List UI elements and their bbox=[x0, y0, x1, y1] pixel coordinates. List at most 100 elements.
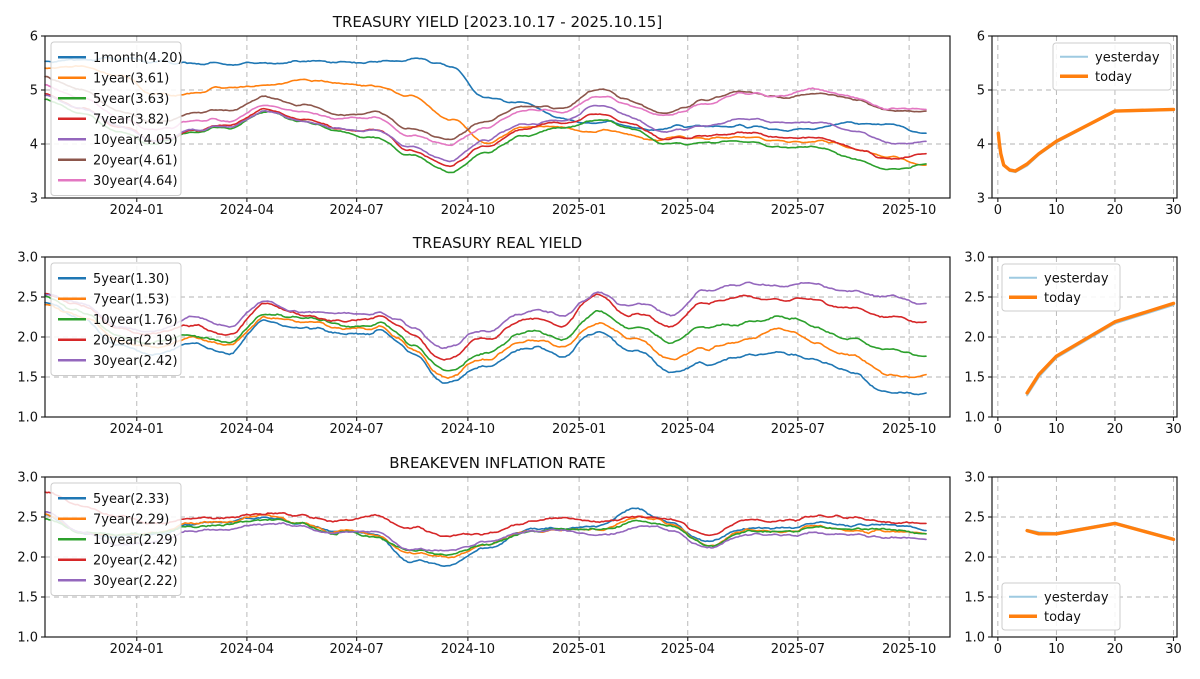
x-tick-label: 2025-01 bbox=[552, 203, 606, 218]
legend-label: yesterday bbox=[1044, 590, 1109, 605]
chart-title: TREASURY YIELD [2023.10.17 - 2025.10.15] bbox=[332, 13, 662, 31]
x-tick-label: 2024-04 bbox=[220, 642, 274, 657]
y-tick-label: 1.5 bbox=[17, 371, 38, 386]
real-yield-curve-side-panel: 0 10 20 30 1.0 1.5 2.0 2.5 3.0 yesterday today bbox=[964, 251, 1181, 438]
curve-line-yesterday bbox=[1026, 304, 1175, 397]
x-tick-label: 30 bbox=[1165, 422, 1182, 437]
y-tick-label: 1.0 bbox=[964, 631, 985, 646]
legend-box bbox=[1052, 42, 1172, 91]
series-line-10year405 bbox=[44, 94, 927, 163]
y-tick-label: 2.0 bbox=[964, 551, 985, 566]
axes-frame bbox=[44, 35, 951, 199]
x-tick-label: 0 bbox=[994, 203, 1002, 218]
legend-label: 7year(3.82) bbox=[93, 112, 169, 127]
series-line-7year382 bbox=[44, 93, 927, 168]
x-tick-label: 2024-01 bbox=[110, 203, 164, 218]
y-tick-label: 1.0 bbox=[17, 631, 38, 646]
x-tick-label: 20 bbox=[1107, 642, 1124, 657]
legend-label: 7year(1.53) bbox=[93, 292, 169, 307]
legend-label: 5year(1.30) bbox=[93, 272, 169, 287]
series-line-20year219 bbox=[44, 292, 927, 361]
series-line-7year153 bbox=[44, 303, 927, 379]
legend-label: 10year(4.05) bbox=[93, 133, 178, 148]
curve-line-yesterday bbox=[997, 108, 1175, 174]
legend: 5year(2.33) 7year(2.29) 10year(2.29) 20year… bbox=[50, 482, 182, 596]
x-tick-label: 10 bbox=[1048, 422, 1065, 437]
y-tick-label: 6 bbox=[977, 30, 985, 45]
legend-label: 10year(2.29) bbox=[93, 533, 178, 548]
x-tick-label: 2025-10 bbox=[882, 642, 936, 657]
curve-line-today bbox=[1025, 521, 1176, 542]
y-tick-label: 1.0 bbox=[17, 411, 38, 426]
legend-label: 30year(2.42) bbox=[93, 354, 178, 369]
legend-box bbox=[1001, 263, 1121, 312]
x-tick-label: 30 bbox=[1165, 642, 1182, 657]
legend: 1month(4.20) 1year(3.61) 5year(3.63) 7year(… bbox=[50, 41, 183, 196]
y-tick-label: 3.0 bbox=[17, 251, 38, 266]
legend-label: 5year(2.33) bbox=[93, 492, 169, 507]
y-tick-label: 1.5 bbox=[964, 591, 985, 606]
series-line-1year361 bbox=[44, 65, 927, 167]
series-line-30year242 bbox=[44, 281, 927, 350]
y-tick-label: 2.5 bbox=[17, 291, 38, 306]
legend-box bbox=[50, 262, 182, 376]
x-tick-label: 10 bbox=[1048, 203, 1065, 218]
legend-label: 7year(2.29) bbox=[93, 512, 169, 527]
x-tick-label: 2024-07 bbox=[329, 203, 383, 218]
y-tick-label: 2.5 bbox=[17, 511, 38, 526]
legend-label: 10year(1.76) bbox=[93, 313, 178, 328]
y-tick-label: 3.0 bbox=[17, 471, 38, 486]
x-tick-label: 2024-10 bbox=[441, 203, 495, 218]
treasury-real-yield-main-panel: 2024-01 2024-04 2024-07 2024-10 2025-01 2025-… bbox=[17, 234, 951, 437]
series-line-10year176 bbox=[44, 294, 927, 372]
y-tick-label: 1.0 bbox=[964, 411, 985, 426]
x-tick-label: 2024-07 bbox=[329, 422, 383, 437]
breakeven-curve-side-panel: 0 10 20 30 1.0 1.5 2.0 2.5 3.0 yesterday today bbox=[964, 471, 1181, 658]
x-tick-label: 2025-04 bbox=[661, 642, 715, 657]
curve-line-today bbox=[996, 107, 1176, 173]
x-tick-label: 2025-10 bbox=[882, 203, 936, 218]
legend: 5year(1.30) 7year(1.53) 10year(1.76) 20year… bbox=[50, 262, 182, 376]
series-line-10year229 bbox=[44, 517, 927, 557]
legend-label: today bbox=[1044, 291, 1081, 306]
legend-box bbox=[1001, 582, 1121, 631]
legend-box bbox=[50, 482, 182, 596]
yield-curve-side-panel: 0 10 20 30 3 4 5 6 yesterday today bbox=[977, 30, 1182, 219]
y-tick-label: 5 bbox=[977, 84, 985, 99]
x-tick-label: 20 bbox=[1107, 203, 1124, 218]
y-tick-label: 2.5 bbox=[964, 511, 985, 526]
y-tick-label: 2.0 bbox=[17, 551, 38, 566]
series-line-20year461 bbox=[44, 75, 927, 141]
x-tick-label: 10 bbox=[1048, 642, 1065, 657]
x-tick-label: 2025-10 bbox=[882, 422, 936, 437]
x-tick-label: 2025-07 bbox=[771, 642, 825, 657]
x-tick-label: 2024-01 bbox=[110, 422, 164, 437]
curve-line-today bbox=[1025, 301, 1176, 395]
series-line-1month420 bbox=[44, 56, 927, 135]
legend-label: 1month(4.20) bbox=[93, 51, 183, 66]
x-tick-label: 2025-07 bbox=[771, 203, 825, 218]
x-tick-label: 0 bbox=[994, 642, 1002, 657]
x-tick-label: 2025-04 bbox=[661, 422, 715, 437]
x-tick-label: 2024-04 bbox=[220, 422, 274, 437]
series-line-30year222 bbox=[44, 511, 927, 552]
series-line-5year233 bbox=[44, 507, 927, 567]
legend-label: yesterday bbox=[1095, 50, 1160, 65]
x-tick-label: 2024-07 bbox=[329, 642, 383, 657]
x-tick-label: 2024-01 bbox=[110, 642, 164, 657]
y-tick-label: 1.5 bbox=[964, 371, 985, 386]
y-tick-label: 3 bbox=[977, 192, 985, 207]
series-line-5year363 bbox=[44, 98, 927, 174]
y-tick-label: 5 bbox=[30, 84, 38, 99]
x-tick-label: 2025-04 bbox=[661, 203, 715, 218]
legend-label: 1year(3.61) bbox=[93, 71, 169, 86]
legend-label: 30year(2.22) bbox=[93, 574, 178, 589]
legend-label: 20year(2.42) bbox=[93, 553, 178, 568]
y-tick-label: 6 bbox=[30, 30, 38, 45]
y-tick-label: 3 bbox=[30, 192, 38, 207]
breakeven-inflation-main-panel: 2024-01 2024-04 2024-07 2024-10 2025-01 2025-… bbox=[17, 454, 951, 657]
legend-label: today bbox=[1044, 610, 1081, 625]
y-tick-label: 1.5 bbox=[17, 591, 38, 606]
